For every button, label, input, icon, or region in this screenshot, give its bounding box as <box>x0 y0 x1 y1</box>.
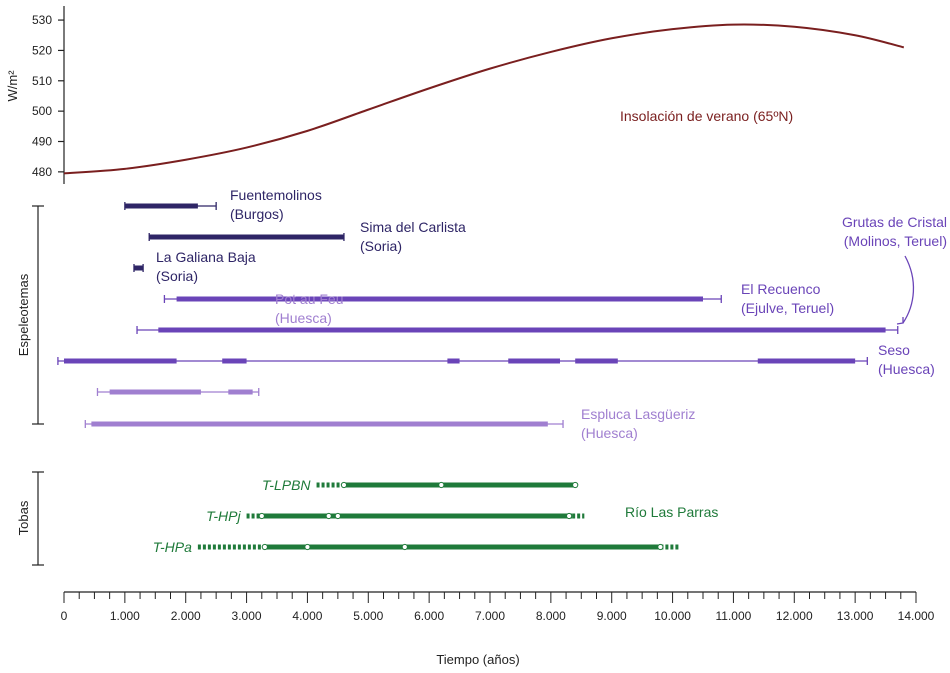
speleothem-name-label: Grutas de Cristal <box>842 214 947 230</box>
time-axis-tick-label: 1.000 <box>110 609 140 623</box>
tufa-date-point <box>304 543 311 551</box>
speleothem-pot-au-feu: Pot au Feu (Huesca) <box>96 291 344 396</box>
tufa-series-label: T-HPa <box>153 539 192 555</box>
time-axis-tick-label: 7.000 <box>475 609 505 623</box>
tufa-records: T-LPBN T-HPj T-HPa <box>153 477 679 555</box>
time-axis-tick-label: 13.000 <box>837 609 874 623</box>
speleothem-name-label: Fuentemolinos <box>230 187 322 203</box>
time-axis: 0 1.000 2.000 3.000 4.000 5.000 6.000 7.000 8.00… <box>61 591 935 667</box>
speleothem-growth-segment <box>222 358 247 364</box>
speleothem-name-label: Sima del Carlista <box>360 219 466 235</box>
speleothem-growth-segment <box>228 389 253 395</box>
speleothem-name-label: Seso <box>878 342 910 358</box>
tobas-label: Tobas <box>16 500 31 535</box>
speleothem-name-label: Espluca Lasgüeriz <box>581 406 695 422</box>
speleothem-espluca-lasgueriz: Espluca Lasgüeriz (Huesca) <box>84 406 695 441</box>
speleothem-growth-segment <box>109 389 201 395</box>
speleothem-name-label: El Recuenco <box>741 281 821 297</box>
time-axis-tick-label: 0 <box>61 609 68 623</box>
speleothem-region-label: (Huesca) <box>581 425 638 441</box>
insolation-label: Insolación de verano (65ºN) <box>620 108 793 124</box>
speleothem-growth-segment <box>176 296 704 302</box>
tufa-t-hpa: T-HPa <box>153 539 679 555</box>
insolation-y-tick-label: 530 <box>32 13 52 27</box>
tufa-date-point <box>261 543 268 551</box>
speleothem-growth-segment <box>124 203 198 209</box>
speleothem-region-label: (Huesca) <box>878 361 935 377</box>
tobas-bracket: Tobas <box>16 471 44 566</box>
insolation-y-axis-label: W/m² <box>5 70 20 102</box>
tufa-date-point <box>258 512 265 520</box>
speleothem-growth-segment <box>508 358 560 364</box>
speleothem-name-label: Pot au Feu <box>275 291 344 307</box>
speleothem-name-label: La Galiana Baja <box>156 249 256 265</box>
time-axis-tick-label: 10.000 <box>654 609 691 623</box>
speleothem-growth-segment <box>91 421 548 427</box>
tufa-t-hpj: T-HPj <box>206 508 585 524</box>
time-axis-tick-label: 9.000 <box>597 609 627 623</box>
time-axis-tick-label: 3.000 <box>232 609 262 623</box>
speleothem-region-label: (Soria) <box>156 268 198 284</box>
speleothem-grutas-de-cristal: Grutas de Cristal (Molinos, Teruel) <box>136 214 947 334</box>
insolation-y-tick-label: 490 <box>32 135 52 149</box>
time-axis-tick-label: 12.000 <box>776 609 813 623</box>
speleothem-region-label: (Burgos) <box>230 206 284 222</box>
time-axis-tick-label: 2.000 <box>171 609 201 623</box>
speleothem-region-label: (Soria) <box>360 238 402 254</box>
speleothem-la-galiana-baja: La Galiana Baja (Soria) <box>133 249 256 284</box>
time-axis-tick-label: 6.000 <box>414 609 444 623</box>
speleothem-growth-segment <box>757 358 856 364</box>
speleothem-growth-segment <box>64 358 177 364</box>
time-axis-tick-label: 5.000 <box>353 609 383 623</box>
insolation-y-tick-label: 500 <box>32 104 52 118</box>
speleothem-region-label: (Molinos, Teruel) <box>844 233 947 249</box>
espeleotemas-label: Espeleotemas <box>16 273 31 356</box>
tufa-series-label: T-LPBN <box>262 477 311 493</box>
time-axis-tick-label: 4.000 <box>292 609 322 623</box>
speleothem-fuentemolinos: Fuentemolinos (Burgos) <box>124 187 322 222</box>
speleothem-growth-segment <box>158 327 886 333</box>
speleothem-el-recuenco: El Recuenco (Ejulve, Teruel) <box>163 281 834 316</box>
speleothem-region-label: (Huesca) <box>275 310 332 326</box>
espeleotemas-bracket: Espeleotemas <box>16 205 44 425</box>
time-axis-tick-label: 8.000 <box>536 609 566 623</box>
insolation-curve <box>63 23 905 175</box>
grutas-de-cristal-arrowhead <box>896 317 904 325</box>
insolation-panel: 480 490 500 510 520 530 W/m² Insolación de ve… <box>5 6 905 184</box>
tufa-t-lpbn: T-LPBN <box>262 477 579 493</box>
grutas-de-cristal-arrow <box>902 255 915 324</box>
tufa-date-point <box>325 512 332 520</box>
tufa-date-point <box>334 512 341 520</box>
time-axis-label: Tiempo (años) <box>436 652 519 667</box>
tufa-date-point <box>657 543 664 551</box>
tufa-date-point <box>438 481 445 489</box>
tufa-date-point <box>572 481 579 489</box>
speleothem-sima-del-carlista: Sima del Carlista (Soria) <box>148 219 466 254</box>
speleothem-records: Fuentemolinos (Burgos) Sima del Carlista (S… <box>57 187 947 441</box>
insolation-y-ticks: 480 490 500 510 520 530 <box>32 13 64 179</box>
time-axis-ticks: 0 1.000 2.000 3.000 4.000 5.000 6.000 7.000 8.00… <box>61 592 935 623</box>
tufa-series-label: T-HPj <box>206 508 241 524</box>
tufa-date-point <box>566 512 573 520</box>
speleothem-seso: Seso (Huesca) <box>57 342 935 377</box>
tufa-date-point <box>340 481 348 489</box>
insolation-y-tick-label: 520 <box>32 43 52 57</box>
time-axis-tick-label: 14.000 <box>898 609 935 623</box>
speleothem-growth-segment <box>133 265 144 271</box>
tufa-date-point <box>401 543 408 551</box>
insolation-y-tick-label: 510 <box>32 74 52 88</box>
speleothem-growth-segment <box>447 358 460 364</box>
speleothem-region-label: (Ejulve, Teruel) <box>741 300 834 316</box>
time-axis-tick-label: 11.000 <box>716 609 752 623</box>
speleothem-growth-segment <box>575 358 618 364</box>
speleothem-growth-segment <box>149 234 344 240</box>
insolation-y-tick-label: 480 <box>32 165 52 179</box>
tufa-river-label: Río Las Parras <box>625 504 718 520</box>
